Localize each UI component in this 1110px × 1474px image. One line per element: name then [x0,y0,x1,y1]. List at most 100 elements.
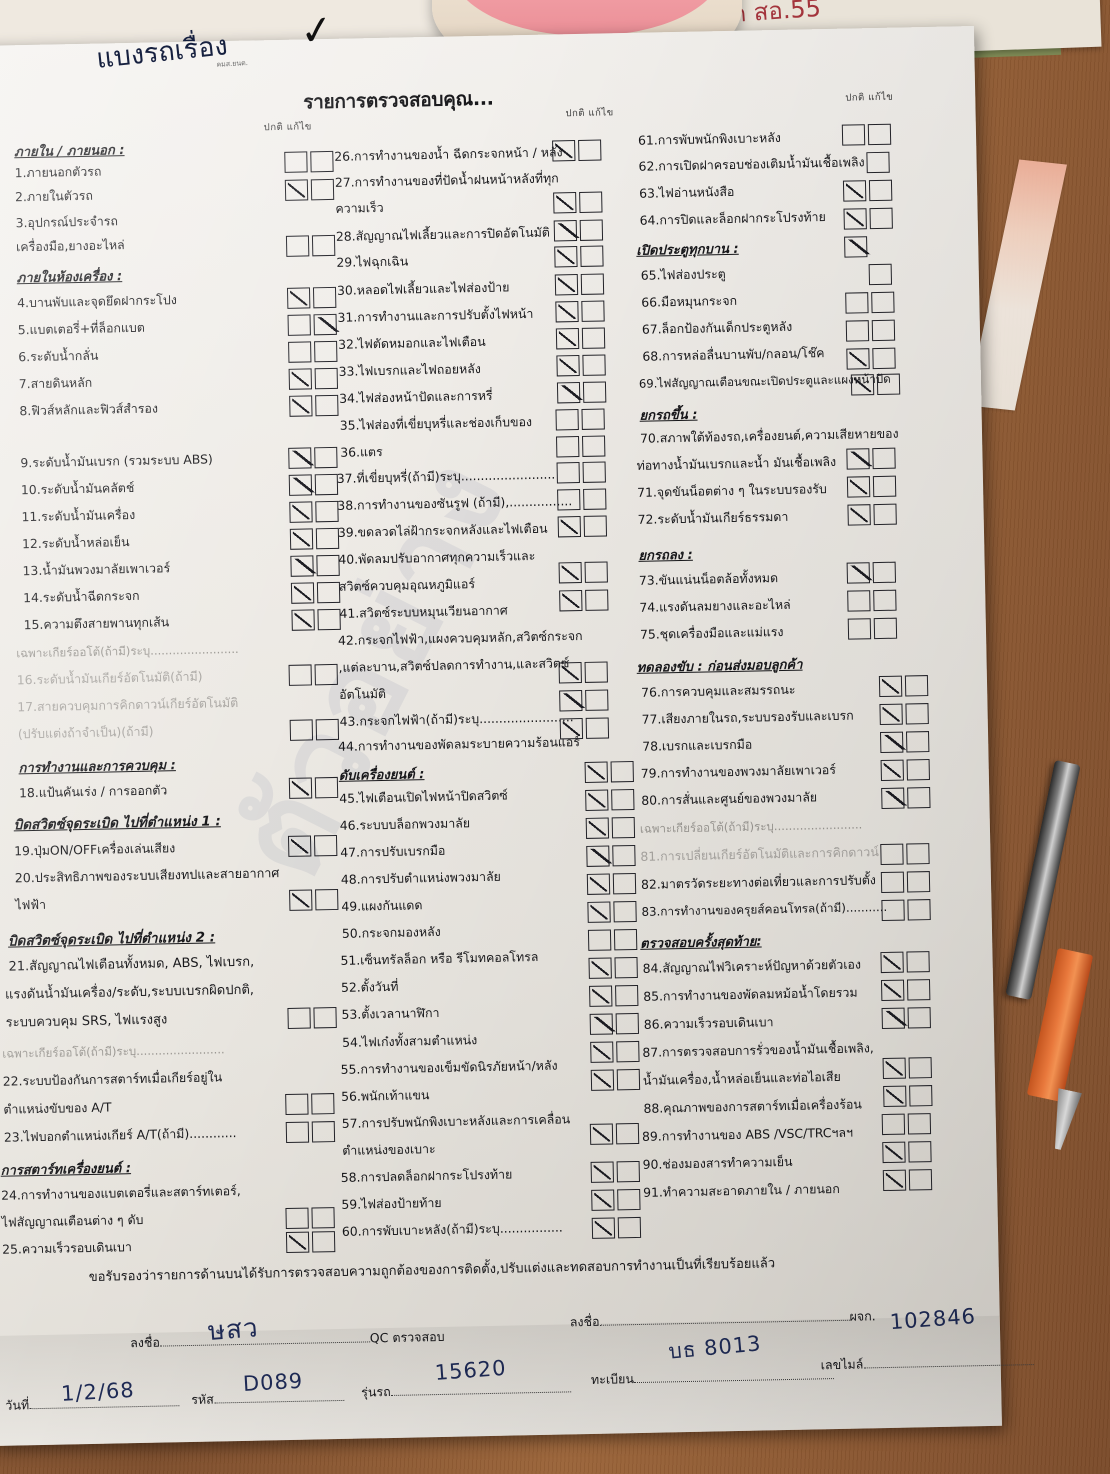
plate-line[interactable] [633,1366,835,1384]
checkbox-fix[interactable] [311,1093,335,1115]
checkbox-normal[interactable] [556,462,580,484]
checkbox-normal[interactable] [554,246,578,268]
checkbox-normal[interactable] [882,1169,907,1192]
checkbox-fix[interactable] [311,1121,336,1143]
checkbox-normal[interactable] [880,979,905,1002]
checkbox-normal[interactable] [553,220,578,242]
checkbox-fix[interactable] [583,515,608,537]
checkbox-normal[interactable] [591,1189,615,1211]
checkbox-normal[interactable] [288,664,312,686]
checkbox-fix[interactable] [614,956,638,979]
checkbox-fix[interactable] [612,872,637,895]
checkbox-fix[interactable] [578,139,602,161]
checkbox-normal[interactable] [590,1161,614,1183]
checkbox-normal[interactable] [844,236,868,258]
checkbox-normal[interactable] [559,717,584,740]
checkbox-normal[interactable] [289,528,314,550]
checkbox-normal[interactable] [558,662,582,684]
checkbox-normal[interactable] [881,787,905,810]
checkbox-fix[interactable] [316,581,341,604]
checkbox-normal[interactable] [850,374,875,396]
checkbox-normal[interactable] [588,957,612,979]
checkbox-normal[interactable] [587,929,612,951]
checkbox-fix[interactable] [615,1012,640,1035]
checkbox-normal[interactable] [882,1057,906,1080]
checkbox-fix[interactable] [583,488,607,510]
checkbox-fix[interactable] [868,179,893,202]
checkbox-fix[interactable] [876,373,901,396]
checkbox-normal[interactable] [883,1085,907,1108]
checkbox-fix[interactable] [585,589,609,611]
checkbox-fix[interactable] [315,500,339,523]
signature-line-manager[interactable] [599,1307,850,1326]
checkbox-normal[interactable] [285,1121,310,1144]
checkbox-fix[interactable] [906,979,931,1001]
checkbox-fix[interactable] [907,787,931,809]
checkbox-fix[interactable] [905,703,929,725]
checkbox-fix[interactable] [579,219,604,241]
checkbox-fix[interactable] [868,263,893,286]
checkbox-fix[interactable] [907,1007,931,1029]
checkbox-fix[interactable] [315,394,339,417]
checkbox-normal[interactable] [587,901,611,923]
checkbox-fix[interactable] [311,1231,336,1253]
checkbox-fix[interactable] [317,608,341,631]
checkbox-normal[interactable] [288,368,313,390]
checkbox-fix[interactable] [908,1169,933,1191]
checkbox-normal[interactable] [880,951,904,974]
checkbox-fix[interactable] [610,760,634,783]
checkbox-normal[interactable] [879,703,903,726]
checkbox-normal[interactable] [590,1069,615,1091]
checkbox-normal[interactable] [585,817,610,839]
checkbox-fix[interactable] [584,561,608,583]
checkbox-normal[interactable] [843,208,867,230]
checkbox-fix[interactable] [611,816,636,839]
checkbox-normal[interactable] [290,582,315,604]
checkbox-normal[interactable] [288,777,313,799]
checkbox-fix[interactable] [613,900,637,923]
checkbox-fix[interactable] [615,1122,640,1145]
checkbox-normal[interactable] [556,436,580,458]
checkbox-fix[interactable] [314,367,339,390]
checkbox-fix[interactable] [873,589,897,612]
checkbox-fix[interactable] [585,717,610,739]
checkbox-fix[interactable] [581,300,605,322]
checkbox-fix[interactable] [311,1207,335,1229]
checkbox-fix[interactable] [580,245,604,267]
checkbox-normal[interactable] [845,320,870,342]
checkbox-normal[interactable] [288,341,312,363]
checkbox-fix[interactable] [872,347,896,370]
checkbox-normal[interactable] [288,447,312,469]
checkbox-normal[interactable] [553,192,577,214]
checkbox-fix[interactable] [313,834,338,857]
checkbox-normal[interactable] [880,871,905,894]
checkbox-fix[interactable] [315,888,339,911]
checkbox-fix[interactable] [312,286,337,309]
checkbox-fix[interactable] [906,759,930,781]
checkbox-normal[interactable] [289,719,314,741]
checkbox-fix[interactable] [315,527,340,550]
checkbox-fix[interactable] [908,1141,932,1163]
checkbox-fix[interactable] [907,899,931,921]
checkbox-fix[interactable] [871,291,895,314]
checkbox-fix[interactable] [909,1085,933,1107]
checkbox-normal[interactable] [287,1007,311,1029]
checkbox-normal[interactable] [880,843,904,866]
checkbox-normal[interactable] [286,287,311,309]
checkbox-normal[interactable] [559,589,583,612]
checkbox-normal[interactable] [589,1123,614,1145]
checkbox-normal[interactable] [847,590,871,612]
checkbox-fix[interactable] [313,1006,337,1029]
checkbox-normal[interactable] [842,180,867,202]
checkbox-fix[interactable] [907,1113,932,1135]
checkbox-fix[interactable] [869,207,893,230]
checkbox-fix[interactable] [867,123,892,146]
checkbox-normal[interactable] [285,1093,309,1116]
checkbox-fix[interactable] [872,447,896,470]
checkbox-normal[interactable] [287,314,311,336]
checkbox-normal[interactable] [584,761,608,783]
checkbox-fix[interactable] [872,475,897,498]
checkbox-normal[interactable] [878,675,903,698]
checkbox-fix[interactable] [310,150,334,173]
checkbox-fix[interactable] [906,843,930,865]
